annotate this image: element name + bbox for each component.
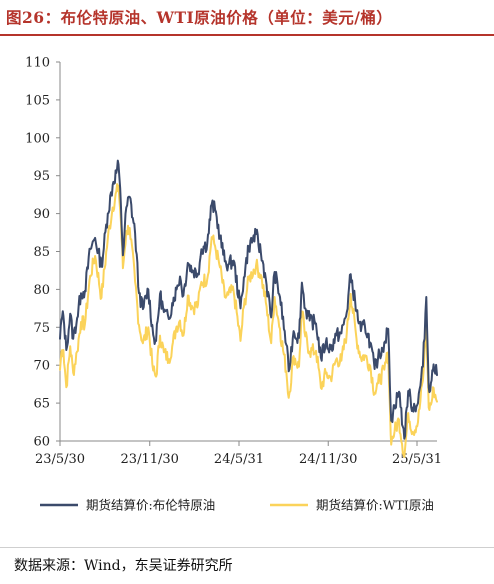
y-tick-label: 75: [33, 321, 50, 336]
source-note: 数据来源：Wind，东吴证券研究所: [14, 558, 233, 574]
y-tick-label: 85: [33, 245, 50, 260]
title-divider: [0, 34, 494, 36]
y-tick-label: 100: [25, 131, 50, 146]
price-chart: 60 65 70 75 80 85 90 95 100 105 110 23/5/30 23/11/3…: [25, 56, 442, 513]
legend: 期货结算价:布伦特原油 期货结算价:WTI原油: [40, 498, 434, 513]
y-tick-label: 80: [33, 283, 50, 298]
y-tick-label: 70: [33, 359, 50, 374]
x-tick-label: 23/5/30: [35, 452, 85, 467]
series-layer: [59, 159, 438, 458]
y-tick-label: 60: [33, 435, 50, 450]
series-line-wti: [59, 183, 438, 458]
y-axis: 60 65 70 75 80 85 90 95 100 105 110: [25, 56, 61, 450]
y-tick-label: 95: [33, 169, 50, 184]
y-tick-label: 110: [25, 56, 50, 71]
x-axis: 23/5/30 23/11/30 24/5/31 24/11/30 25/5/31: [35, 440, 442, 467]
figure-title: 图26：布伦特原油、WTI原油价格（单位：美元/桶）: [6, 8, 393, 27]
x-tick-label: 24/11/30: [299, 452, 357, 467]
x-tick-label: 25/5/31: [392, 452, 442, 467]
source-divider: [0, 547, 494, 548]
y-tick-label: 65: [33, 397, 50, 412]
y-tick-label: 105: [25, 93, 50, 108]
y-tick-label: 90: [33, 207, 50, 222]
x-tick-label: 24/5/31: [214, 452, 264, 467]
series-line-brent: [59, 159, 438, 440]
legend-label-wti: 期货结算价:WTI原油: [316, 498, 434, 513]
x-tick-label: 23/11/30: [121, 452, 179, 467]
legend-label-brent: 期货结算价:布伦特原油: [86, 498, 215, 513]
